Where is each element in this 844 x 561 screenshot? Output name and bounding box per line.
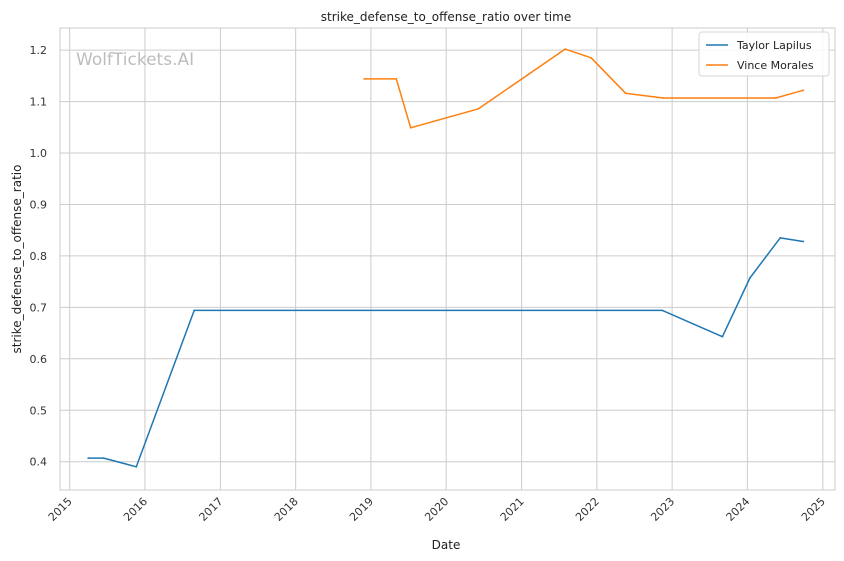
data-point — [721, 335, 724, 338]
plot-area — [59, 27, 836, 491]
data-point — [193, 309, 196, 312]
x-tick-label: 2021 — [498, 495, 527, 524]
data-point — [363, 78, 366, 80]
data-point — [802, 240, 805, 243]
data-point — [135, 465, 138, 468]
legend-box — [698, 31, 830, 77]
x-axis-title: Date — [432, 538, 461, 552]
x-tick-label: 2018 — [272, 495, 301, 524]
watermark: WolfTickets.AI — [76, 50, 194, 70]
data-point — [102, 457, 105, 460]
y-tick-label: 0.8 — [30, 250, 48, 263]
x-tick-label: 2019 — [347, 495, 376, 524]
x-tick-label: 2017 — [197, 495, 226, 524]
y-tick-label: 0.4 — [30, 456, 48, 469]
y-tick-label: 0.6 — [30, 353, 48, 366]
x-tick-label: 2015 — [46, 495, 75, 524]
grid-lines — [60, 28, 835, 490]
x-tick-label: 2024 — [724, 495, 753, 524]
x-tick-label: 2022 — [573, 495, 602, 524]
y-axis-ticks: 0.4 0.5 0.6 0.7 0.8 0.9 1.0 1.1 1.2 — [30, 44, 48, 469]
x-tick-label: 2016 — [121, 495, 150, 524]
data-point — [87, 457, 90, 460]
chart-title: strike_defense_to_offense_ratio over tim… — [321, 10, 571, 24]
series-line-1 — [364, 48, 804, 129]
y-tick-label: 0.5 — [30, 404, 48, 417]
y-tick-label: 0.7 — [30, 301, 48, 314]
data-point — [564, 48, 567, 50]
data-point — [748, 277, 751, 279]
data-point — [477, 107, 480, 110]
y-tick-label: 1.0 — [30, 147, 48, 160]
data-point — [779, 237, 782, 239]
data-point — [774, 97, 777, 99]
legend-label: Taylor Lapilus — [736, 39, 812, 52]
x-tick-label: 2023 — [648, 495, 677, 524]
x-tick-label: 2020 — [422, 495, 451, 524]
data-point — [661, 309, 664, 312]
y-tick-label: 1.1 — [30, 96, 48, 109]
data-point — [624, 92, 627, 95]
y-axis-title: strike_defense_to_offense_ratio — [10, 165, 24, 354]
x-tick-label: 2025 — [799, 495, 828, 524]
y-tick-label: 1.2 — [30, 44, 48, 57]
series-lines — [87, 48, 805, 468]
y-tick-label: 0.9 — [30, 198, 48, 211]
data-point — [409, 126, 412, 129]
data-point — [802, 89, 805, 92]
x-axis-ticks: 2015 2016 2017 2018 2019 2020 2021 2022 2023 2024… — [46, 495, 828, 524]
data-point — [662, 97, 665, 99]
data-point — [395, 78, 398, 80]
legend-label: Vince Morales — [737, 59, 814, 72]
data-point — [590, 56, 592, 59]
legend: Taylor Lapilus Vince Morales — [698, 31, 830, 77]
